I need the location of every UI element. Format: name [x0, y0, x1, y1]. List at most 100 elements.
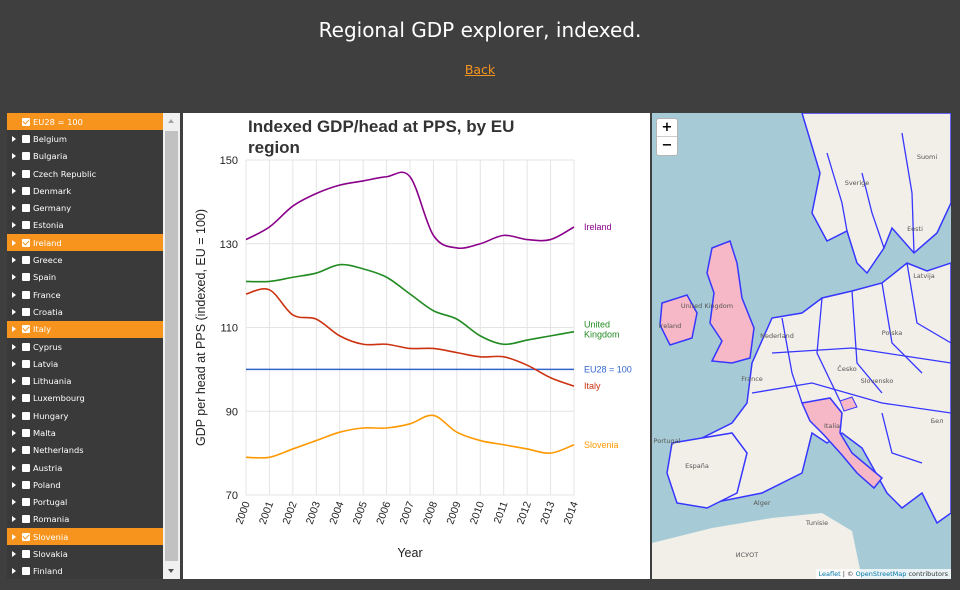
region-item[interactable]: Netherlands: [7, 442, 163, 459]
region-checkbox[interactable]: [22, 152, 30, 161]
region-checkbox[interactable]: [22, 342, 30, 351]
list-scrollbar[interactable]: [163, 113, 180, 579]
region-item[interactable]: Finland: [7, 563, 163, 579]
series-line-slovenia: [245, 414, 575, 459]
region-checkbox[interactable]: [22, 359, 30, 368]
expand-caret-icon[interactable]: [12, 516, 16, 523]
region-checkbox[interactable]: [22, 446, 30, 455]
region-item[interactable]: Greece: [7, 251, 163, 268]
expand-caret-icon[interactable]: [12, 326, 16, 333]
expand-caret-icon[interactable]: [12, 343, 16, 350]
region-checkbox[interactable]: [22, 411, 30, 420]
expand-caret-icon[interactable]: [12, 533, 16, 540]
expand-caret-icon[interactable]: [12, 291, 16, 298]
region-item[interactable]: Croatia: [7, 303, 163, 320]
expand-caret-icon[interactable]: [12, 308, 16, 315]
region-checkbox[interactable]: [22, 134, 30, 143]
expand-caret-icon[interactable]: [12, 378, 16, 385]
expand-caret-icon[interactable]: [12, 568, 16, 575]
region-checkbox[interactable]: [22, 325, 30, 334]
region-item[interactable]: Belgium: [7, 130, 163, 147]
region-item[interactable]: France: [7, 286, 163, 303]
region-border: [881, 282, 923, 374]
leaflet-link[interactable]: Leaflet: [818, 570, 841, 578]
region-item[interactable]: Portugal: [7, 494, 163, 511]
region-checkbox[interactable]: [22, 567, 30, 576]
expand-caret-icon[interactable]: [12, 499, 16, 506]
region-item[interactable]: Czech Republic: [7, 165, 163, 182]
region-item[interactable]: Hungary: [7, 407, 163, 424]
expand-caret-icon[interactable]: [12, 429, 16, 436]
expand-caret-icon[interactable]: [12, 360, 16, 367]
expand-caret-icon[interactable]: [12, 170, 16, 177]
region-checkbox[interactable]: [22, 377, 30, 386]
region-item[interactable]: Austria: [7, 459, 163, 476]
region-checkbox[interactable]: [22, 307, 30, 316]
region-item[interactable]: Slovenia: [7, 528, 163, 546]
zoom-in-button[interactable]: +: [657, 119, 677, 137]
expand-caret-icon[interactable]: [12, 222, 16, 229]
region-checkbox[interactable]: [22, 532, 30, 541]
expand-caret-icon[interactable]: [12, 464, 16, 471]
region-checkbox[interactable]: [22, 463, 30, 472]
region-checkbox[interactable]: [22, 290, 30, 299]
region-checkbox[interactable]: [22, 428, 30, 437]
scroll-up-arrow-icon[interactable]: [163, 113, 180, 130]
expand-caret-icon[interactable]: [12, 153, 16, 160]
y-tick-label: 110: [220, 323, 238, 335]
expand-caret-icon[interactable]: [12, 205, 16, 212]
region-checkbox[interactable]: [22, 169, 30, 178]
expand-caret-icon[interactable]: [12, 135, 16, 142]
region-label: Italy: [33, 324, 51, 335]
region-item[interactable]: Germany: [7, 199, 163, 216]
expand-caret-icon[interactable]: [12, 239, 16, 246]
region-checkbox[interactable]: [22, 221, 30, 230]
region-item[interactable]: Lithuania: [7, 372, 163, 389]
zoom-out-button[interactable]: −: [661, 138, 673, 153]
region-item[interactable]: Malta: [7, 424, 163, 441]
region-checkbox[interactable]: [22, 550, 30, 559]
region-item[interactable]: Romania: [7, 511, 163, 528]
region-checkbox[interactable]: [22, 515, 30, 524]
europe-map[interactable]: Suomi Sverige Eesti Latvija Ireland United Ki…: [652, 113, 951, 579]
series-line-ireland: [245, 171, 575, 250]
region-item[interactable]: Italy: [7, 320, 163, 338]
expand-caret-icon[interactable]: [12, 412, 16, 419]
expand-caret-icon[interactable]: [12, 274, 16, 281]
region-item[interactable]: Latvia: [7, 355, 163, 372]
scroll-down-arrow-icon[interactable]: [163, 562, 180, 579]
region-checkbox[interactable]: [22, 394, 30, 403]
region-checkbox[interactable]: [22, 117, 30, 126]
expand-caret-icon[interactable]: [12, 187, 16, 194]
region-checkbox[interactable]: [22, 186, 30, 195]
region-item[interactable]: EU28 = 100: [7, 113, 163, 131]
region-checkbox[interactable]: [22, 480, 30, 489]
region-item[interactable]: Luxembourg: [7, 390, 163, 407]
expand-caret-icon[interactable]: [12, 447, 16, 454]
region-item[interactable]: Ireland: [7, 234, 163, 252]
region-checkbox[interactable]: [22, 273, 30, 282]
region-item[interactable]: Bulgaria: [7, 148, 163, 165]
expand-caret-icon[interactable]: [12, 551, 16, 558]
region-item[interactable]: Spain: [7, 269, 163, 286]
region-item[interactable]: Cyprus: [7, 338, 163, 355]
expand-caret-icon[interactable]: [12, 257, 16, 264]
scroll-thumb[interactable]: [165, 131, 178, 561]
region-item[interactable]: Poland: [7, 476, 163, 493]
osm-link[interactable]: OpenStreetMap: [855, 570, 907, 578]
map-place-label: Slovensko: [861, 377, 894, 385]
region-item[interactable]: Slovakia: [7, 545, 163, 562]
region-item[interactable]: Denmark: [7, 182, 163, 199]
region-label: Cyprus: [33, 341, 62, 352]
back-link[interactable]: Back: [464, 62, 496, 77]
region-checkbox[interactable]: [22, 256, 30, 265]
region-checkbox[interactable]: [22, 204, 30, 213]
expand-caret-icon[interactable]: [12, 481, 16, 488]
region-item[interactable]: Estonia: [7, 217, 163, 234]
region-list: EU28 = 100 Belgium Bulgaria Czech Republic D…: [7, 113, 163, 579]
expand-caret-icon[interactable]: [12, 395, 16, 402]
region-checkbox[interactable]: [22, 498, 30, 507]
map-panel[interactable]: Suomi Sverige Eesti Latvija Ireland United Ki…: [652, 113, 951, 579]
region-checkbox[interactable]: [22, 238, 30, 247]
x-tick-label: 2001: [257, 500, 276, 526]
